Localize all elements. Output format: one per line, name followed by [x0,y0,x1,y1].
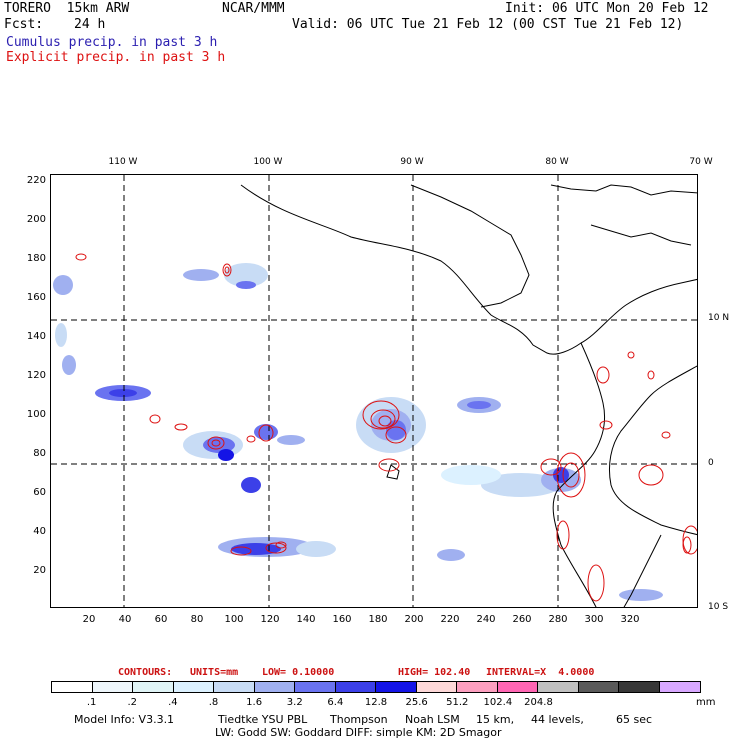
x-tick: 20 [82,614,96,625]
x-tick: 120 [260,614,280,625]
x-tick: 200 [404,614,424,625]
colorbar-label: .4 [168,697,178,708]
contours-prefix: CONTOURS: [118,667,173,678]
colorbar-swatch [497,682,538,692]
colorbar-label: .2 [127,697,138,708]
timestep-info: 65 sec [616,713,653,726]
lat-label-0: 0 [708,458,714,468]
fcst-hours: 24 h [74,17,106,32]
colorbar-swatch [133,682,174,692]
colorbar-label: 3.2 [286,697,303,708]
precip-colorbar [51,681,701,693]
init-time: Init: 06 UTC Mon 20 Feb 12 [505,1,709,16]
cumulus-field-label: Cumulus precip. in past 3 h [6,35,218,50]
cumulus-precip-shading [53,263,663,601]
colorbar-swatch [659,682,700,692]
model-info: Model Info: V3.3.1 [74,713,175,726]
lsm-info: Noah LSM [405,713,460,726]
fcst-label: Fcst: [4,17,44,32]
model-title: TORERO 15km ARW [4,1,130,16]
lat-label-10s: 10 S [708,602,729,612]
x-tick: 160 [332,614,352,625]
x-tick: 40 [118,614,132,625]
x-tick: 60 [154,614,168,625]
x-tick: 140 [296,614,316,625]
colorbar-label: 25.6 [405,697,428,708]
y-tick: 220 [26,175,46,186]
colorbar-swatch [457,682,498,692]
y-tick: 120 [26,370,46,381]
map-svg [51,175,697,607]
lon-label-110w: 110 W [108,157,138,167]
colorbar-swatch [214,682,255,692]
org-label: NCAR/MMM [222,1,285,16]
levels-info: 44 levels, [531,713,584,726]
valid-time: Valid: 06 UTC Tue 21 Feb 12 (00 CST Tue … [292,17,684,32]
colorbar-label: 12.8 [364,697,388,708]
colorbar-label: 204.8 [524,697,553,708]
x-tick: 220 [440,614,460,625]
x-tick: 280 [548,614,568,625]
y-tick: 140 [26,331,46,342]
colorbar-swatch [52,682,93,692]
lon-label-80w: 80 W [545,157,569,167]
y-tick: 100 [26,409,46,420]
contours-interval: INTERVAL=X 4.0000 [486,667,595,678]
x-tick: 240 [476,614,496,625]
colorbar-label: 1.6 [246,697,263,708]
colorbar-label: 102.4 [483,697,513,708]
contours-low: LOW= 0.10000 [262,667,335,678]
micro-info: Thompson [330,713,388,726]
colorbar-swatch [578,682,619,692]
x-tick: 180 [368,614,388,625]
y-tick: 60 [33,487,46,498]
y-tick: 40 [33,526,46,537]
x-tick: 320 [620,614,640,625]
lon-label-90w: 90 W [400,157,424,167]
physics-info: LW: Godd SW: Goddard DIFF: simple KM: 2D… [215,726,502,739]
x-tick: 80 [190,614,204,625]
colorbar-swatch [538,682,579,692]
colorbar-unit: mm [696,697,716,708]
x-tick: 100 [224,614,244,625]
y-tick: 20 [33,565,46,576]
resolution-info: 15 km, [476,713,515,726]
colorbar-swatch [295,682,336,692]
explicit-field-label: Explicit precip. in past 3 h [6,50,226,65]
colorbar-swatch [376,682,417,692]
lon-label-100w: 100 W [253,157,283,167]
colorbar-swatch [335,682,376,692]
pbl-info: Tiedtke YSU PBL [218,713,308,726]
colorbar-label: .1 [86,697,97,708]
y-tick: 200 [26,214,46,225]
colorbar-swatch [619,682,660,692]
colorbar-label: 6.4 [327,697,344,708]
y-tick: 160 [26,292,46,303]
contours-high: HIGH= 102.40 [398,667,471,678]
colorbar-swatch [416,682,457,692]
colorbar-label: 51.2 [446,697,469,708]
colorbar-label: .8 [208,697,219,708]
colorbar-swatch [173,682,214,692]
colorbar-swatch [254,682,295,692]
x-tick: 260 [512,614,532,625]
colorbar-swatch [92,682,133,692]
lon-label-70w: 70 W [689,157,713,167]
precip-map [50,174,698,608]
explicit-precip-contours [75,253,697,602]
contours-units: UNITS=mm [190,667,239,678]
y-tick: 80 [33,448,46,459]
x-tick: 300 [584,614,604,625]
y-tick: 180 [26,253,46,264]
lat-label-10n: 10 N [708,313,730,323]
graticule [51,175,697,607]
